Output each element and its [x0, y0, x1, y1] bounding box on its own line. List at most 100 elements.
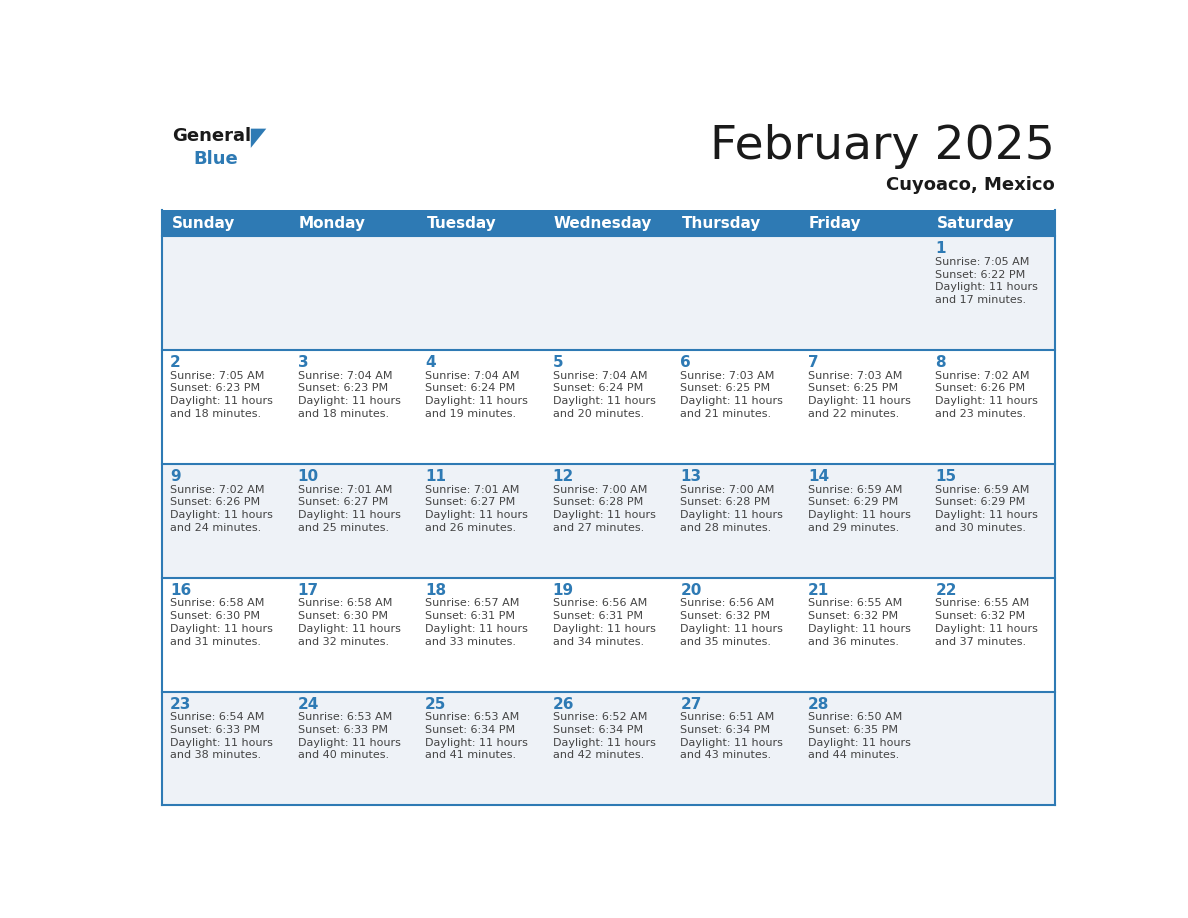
Text: and 29 minutes.: and 29 minutes. [808, 522, 899, 532]
Text: Daylight: 11 hours: Daylight: 11 hours [935, 282, 1038, 292]
Bar [801, 210, 928, 236]
Text: 2: 2 [170, 355, 181, 370]
Text: Daylight: 11 hours: Daylight: 11 hours [170, 738, 273, 748]
Text: Sunset: 6:34 PM: Sunset: 6:34 PM [425, 725, 516, 735]
Text: 14: 14 [808, 469, 829, 484]
Text: Friday: Friday [809, 216, 861, 230]
Text: Sunrise: 7:03 AM: Sunrise: 7:03 AM [681, 371, 775, 381]
Text: Daylight: 11 hours: Daylight: 11 hours [935, 624, 1038, 634]
Text: Monday: Monday [299, 216, 366, 230]
Text: and 37 minutes.: and 37 minutes. [935, 636, 1026, 646]
Text: Sunset: 6:33 PM: Sunset: 6:33 PM [298, 725, 387, 735]
Text: General: General [172, 127, 251, 145]
Text: February 2025: February 2025 [710, 124, 1055, 169]
Text: Sunset: 6:26 PM: Sunset: 6:26 PM [170, 498, 260, 508]
Text: and 18 minutes.: and 18 minutes. [170, 409, 261, 419]
Text: Sunday: Sunday [171, 216, 235, 230]
Text: 3: 3 [298, 355, 308, 370]
Text: Cuyoaco, Mexico: Cuyoaco, Mexico [886, 175, 1055, 194]
Text: Sunset: 6:31 PM: Sunset: 6:31 PM [425, 611, 516, 621]
Bar [672, 210, 801, 236]
Text: 7: 7 [808, 355, 819, 370]
Text: and 19 minutes.: and 19 minutes. [425, 409, 517, 419]
Text: Sunrise: 6:55 AM: Sunrise: 6:55 AM [935, 599, 1030, 609]
Text: Sunset: 6:35 PM: Sunset: 6:35 PM [808, 725, 898, 735]
Text: Daylight: 11 hours: Daylight: 11 hours [298, 738, 400, 748]
Text: Sunset: 6:27 PM: Sunset: 6:27 PM [298, 498, 388, 508]
Text: and 43 minutes.: and 43 minutes. [681, 751, 771, 760]
Text: Sunrise: 6:58 AM: Sunrise: 6:58 AM [170, 599, 265, 609]
Bar [928, 210, 1055, 236]
Text: Sunrise: 7:00 AM: Sunrise: 7:00 AM [552, 485, 647, 495]
Text: Sunrise: 6:52 AM: Sunrise: 6:52 AM [552, 712, 647, 722]
Text: Blue: Blue [194, 151, 239, 168]
Text: Sunrise: 6:59 AM: Sunrise: 6:59 AM [808, 485, 902, 495]
Text: 25: 25 [425, 697, 447, 711]
Text: Sunset: 6:29 PM: Sunset: 6:29 PM [935, 498, 1025, 508]
Text: Sunrise: 7:04 AM: Sunrise: 7:04 AM [552, 371, 647, 381]
Text: and 34 minutes.: and 34 minutes. [552, 636, 644, 646]
Text: Daylight: 11 hours: Daylight: 11 hours [552, 510, 656, 520]
Text: Daylight: 11 hours: Daylight: 11 hours [935, 510, 1038, 520]
Bar [163, 350, 1055, 464]
Bar [163, 691, 1055, 805]
Text: 5: 5 [552, 355, 563, 370]
Text: Saturday: Saturday [936, 216, 1015, 230]
Text: Daylight: 11 hours: Daylight: 11 hours [298, 397, 400, 406]
Text: and 24 minutes.: and 24 minutes. [170, 522, 261, 532]
Polygon shape [251, 129, 266, 148]
Text: 26: 26 [552, 697, 574, 711]
Text: Sunset: 6:30 PM: Sunset: 6:30 PM [298, 611, 387, 621]
Text: Daylight: 11 hours: Daylight: 11 hours [425, 624, 527, 634]
Text: Sunset: 6:23 PM: Sunset: 6:23 PM [298, 384, 387, 394]
Text: Daylight: 11 hours: Daylight: 11 hours [552, 397, 656, 406]
Bar [545, 210, 672, 236]
Text: Daylight: 11 hours: Daylight: 11 hours [808, 624, 911, 634]
Text: Tuesday: Tuesday [426, 216, 497, 230]
Text: 10: 10 [298, 469, 318, 484]
Text: 22: 22 [935, 583, 956, 598]
Text: Sunrise: 7:05 AM: Sunrise: 7:05 AM [170, 371, 265, 381]
Text: and 44 minutes.: and 44 minutes. [808, 751, 899, 760]
Text: Sunrise: 6:59 AM: Sunrise: 6:59 AM [935, 485, 1030, 495]
Text: and 18 minutes.: and 18 minutes. [298, 409, 388, 419]
Text: Daylight: 11 hours: Daylight: 11 hours [425, 397, 527, 406]
Text: Daylight: 11 hours: Daylight: 11 hours [170, 397, 273, 406]
Text: Daylight: 11 hours: Daylight: 11 hours [808, 397, 911, 406]
Text: Daylight: 11 hours: Daylight: 11 hours [808, 510, 911, 520]
Text: Daylight: 11 hours: Daylight: 11 hours [298, 624, 400, 634]
Text: Wednesday: Wednesday [554, 216, 652, 230]
Text: Sunset: 6:32 PM: Sunset: 6:32 PM [681, 611, 770, 621]
Text: 1: 1 [935, 241, 946, 256]
Text: Sunrise: 7:00 AM: Sunrise: 7:00 AM [681, 485, 775, 495]
Text: Sunset: 6:22 PM: Sunset: 6:22 PM [935, 270, 1025, 280]
Text: Sunrise: 6:55 AM: Sunrise: 6:55 AM [808, 599, 902, 609]
Text: Sunrise: 7:04 AM: Sunrise: 7:04 AM [298, 371, 392, 381]
Text: Sunrise: 7:02 AM: Sunrise: 7:02 AM [935, 371, 1030, 381]
Text: 21: 21 [808, 583, 829, 598]
Text: Sunset: 6:25 PM: Sunset: 6:25 PM [681, 384, 770, 394]
Text: and 30 minutes.: and 30 minutes. [935, 522, 1026, 532]
Text: Sunrise: 7:03 AM: Sunrise: 7:03 AM [808, 371, 902, 381]
Text: Daylight: 11 hours: Daylight: 11 hours [425, 738, 527, 748]
Text: and 26 minutes.: and 26 minutes. [425, 522, 517, 532]
Text: Sunset: 6:30 PM: Sunset: 6:30 PM [170, 611, 260, 621]
Text: Sunset: 6:32 PM: Sunset: 6:32 PM [935, 611, 1025, 621]
Bar [417, 210, 545, 236]
Text: Daylight: 11 hours: Daylight: 11 hours [552, 624, 656, 634]
Text: and 42 minutes.: and 42 minutes. [552, 751, 644, 760]
Text: Sunrise: 6:51 AM: Sunrise: 6:51 AM [681, 712, 775, 722]
Text: and 25 minutes.: and 25 minutes. [298, 522, 388, 532]
Text: Sunrise: 7:02 AM: Sunrise: 7:02 AM [170, 485, 265, 495]
Text: Sunset: 6:32 PM: Sunset: 6:32 PM [808, 611, 898, 621]
Text: Daylight: 11 hours: Daylight: 11 hours [170, 510, 273, 520]
Text: Daylight: 11 hours: Daylight: 11 hours [681, 510, 783, 520]
Text: and 31 minutes.: and 31 minutes. [170, 636, 261, 646]
Text: Sunrise: 7:05 AM: Sunrise: 7:05 AM [935, 257, 1030, 267]
Text: Sunset: 6:31 PM: Sunset: 6:31 PM [552, 611, 643, 621]
Text: Sunset: 6:25 PM: Sunset: 6:25 PM [808, 384, 898, 394]
Text: and 41 minutes.: and 41 minutes. [425, 751, 517, 760]
Text: Daylight: 11 hours: Daylight: 11 hours [170, 624, 273, 634]
Text: Sunrise: 6:56 AM: Sunrise: 6:56 AM [681, 599, 775, 609]
Text: and 33 minutes.: and 33 minutes. [425, 636, 517, 646]
